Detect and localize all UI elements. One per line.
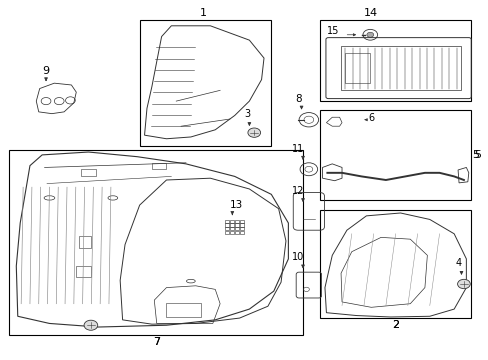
Text: 6: 6 [368,113,374,123]
Bar [79,235,91,248]
Text: 7: 7 [152,337,160,347]
Bar [239,220,244,223]
Text: 7: 7 [152,337,160,347]
Text: 12: 12 [291,186,304,196]
Bar [229,230,234,234]
Bar [224,220,229,223]
Text: 9: 9 [42,66,49,76]
Bar [234,224,239,226]
Text: 11: 11 [291,144,304,154]
Bar [229,220,234,223]
Text: 10: 10 [291,252,304,262]
Bar [340,46,461,90]
Text: 2: 2 [391,320,398,330]
Bar [229,227,234,230]
Bar [76,266,91,277]
Bar [166,303,200,317]
Text: 14: 14 [364,8,378,18]
Text: 4: 4 [455,258,461,268]
Text: 8: 8 [294,94,301,104]
Bar [224,230,229,234]
Text: 3: 3 [244,109,249,119]
Bar [239,230,244,234]
Bar [234,220,239,223]
Bar [320,211,470,318]
Bar [234,230,239,234]
Bar [140,21,271,146]
Text: 5: 5 [474,150,481,160]
Bar [229,224,234,226]
Circle shape [84,320,98,330]
Circle shape [457,279,469,289]
Text: 1: 1 [199,8,206,18]
Bar [239,224,244,226]
Bar [345,53,369,83]
Bar [9,149,303,335]
Text: 15: 15 [327,26,339,36]
Bar [320,110,470,200]
Bar [224,227,229,230]
Bar [81,169,96,176]
Bar [239,227,244,230]
Bar [234,227,239,230]
Bar [224,224,229,226]
Text: 5: 5 [471,150,479,160]
Text: 13: 13 [229,201,243,211]
Bar [152,163,165,169]
Bar [320,21,470,101]
Circle shape [366,32,373,37]
Text: 2: 2 [391,320,398,330]
Circle shape [247,128,260,137]
